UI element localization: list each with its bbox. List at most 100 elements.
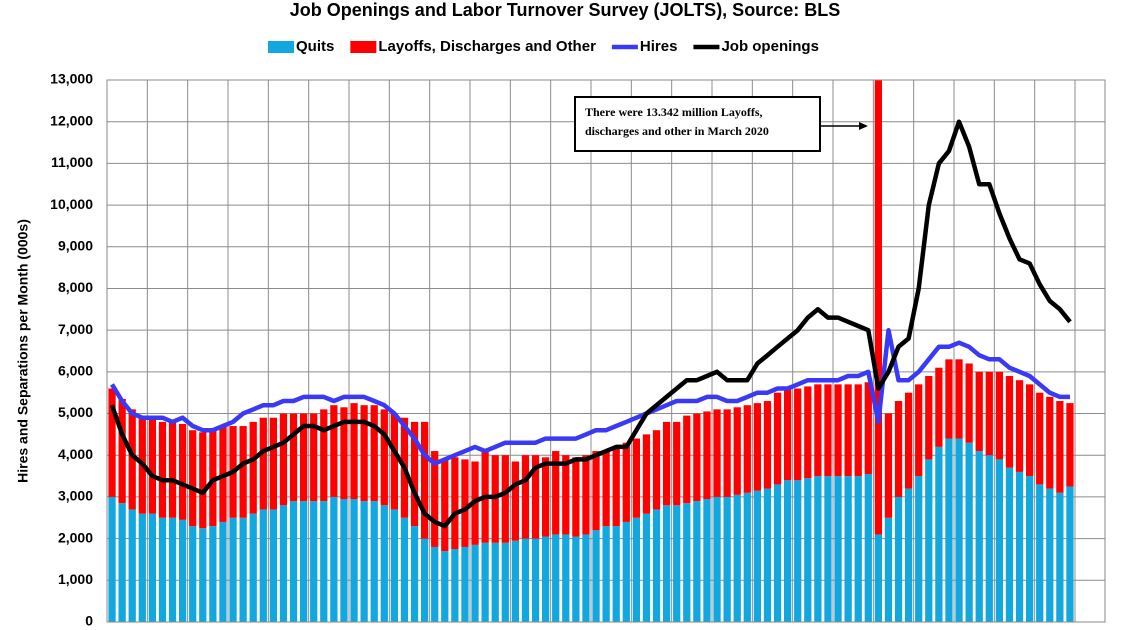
bar bbox=[1015, 380, 1024, 472]
bar bbox=[773, 392, 782, 485]
bar bbox=[249, 421, 257, 514]
bar bbox=[1066, 403, 1074, 487]
bar bbox=[804, 386, 812, 479]
bar bbox=[834, 476, 842, 622]
bar bbox=[390, 413, 399, 510]
y-tick-label: 12,000 bbox=[50, 112, 93, 128]
bar bbox=[148, 513, 157, 622]
bar bbox=[743, 405, 751, 493]
bar bbox=[935, 446, 943, 622]
bar bbox=[431, 546, 439, 622]
bar bbox=[753, 403, 762, 491]
bar bbox=[884, 413, 893, 518]
bar bbox=[572, 536, 580, 622]
bar bbox=[673, 421, 681, 506]
legend-swatch bbox=[350, 41, 377, 53]
bar bbox=[461, 546, 469, 622]
bar bbox=[249, 513, 257, 622]
bar bbox=[299, 413, 308, 502]
bar bbox=[773, 484, 782, 622]
bars bbox=[108, 80, 1074, 622]
bar bbox=[128, 409, 136, 510]
bar bbox=[289, 413, 298, 502]
bar bbox=[985, 371, 993, 456]
bar bbox=[783, 480, 792, 622]
y-tick-label: 4,000 bbox=[58, 446, 93, 462]
bar bbox=[279, 413, 288, 506]
bar bbox=[753, 490, 762, 622]
bar bbox=[350, 499, 358, 622]
y-tick-label: 6,000 bbox=[58, 363, 93, 379]
bar bbox=[733, 494, 741, 622]
bar bbox=[844, 476, 852, 622]
bar bbox=[511, 540, 520, 622]
bar bbox=[884, 517, 893, 622]
bar bbox=[592, 530, 600, 622]
bar bbox=[592, 451, 600, 531]
bar bbox=[602, 451, 610, 527]
bar bbox=[814, 384, 822, 477]
bar bbox=[834, 384, 842, 477]
bar bbox=[209, 526, 217, 622]
bar bbox=[763, 488, 772, 622]
annotation: There were 13.342 million Layoffs, disch… bbox=[574, 96, 868, 152]
bar bbox=[259, 417, 267, 510]
bar bbox=[864, 473, 872, 622]
bar bbox=[541, 536, 550, 622]
bar bbox=[965, 442, 973, 622]
bar bbox=[552, 451, 560, 535]
bar bbox=[451, 457, 459, 550]
bar bbox=[481, 542, 489, 622]
bar bbox=[723, 409, 731, 497]
bar bbox=[642, 434, 651, 514]
bar bbox=[622, 521, 630, 622]
bar bbox=[118, 503, 126, 622]
bar bbox=[521, 455, 530, 539]
bar bbox=[299, 501, 308, 622]
bar bbox=[662, 421, 671, 506]
annotation-arrowhead bbox=[859, 122, 868, 130]
bar bbox=[1046, 396, 1054, 489]
lines bbox=[109, 119, 1072, 529]
bar bbox=[330, 405, 338, 497]
bar bbox=[975, 371, 983, 452]
bar bbox=[138, 513, 146, 622]
bar bbox=[733, 407, 741, 495]
bar bbox=[874, 534, 883, 622]
y-tick-label: 8,000 bbox=[58, 279, 93, 295]
bar bbox=[1005, 376, 1014, 468]
bar bbox=[612, 526, 620, 622]
bar bbox=[683, 503, 691, 622]
bar bbox=[824, 476, 832, 622]
y-tick-label: 7,000 bbox=[58, 321, 93, 337]
bar bbox=[340, 499, 348, 622]
bar bbox=[814, 476, 822, 622]
bar bbox=[410, 421, 419, 527]
bar bbox=[894, 496, 903, 622]
bar bbox=[310, 413, 318, 502]
bar bbox=[148, 417, 157, 514]
bar bbox=[572, 457, 580, 537]
legend-label: Layoffs, Discharges and Other bbox=[378, 38, 596, 55]
bar bbox=[794, 480, 802, 622]
bar bbox=[602, 526, 610, 622]
bar bbox=[864, 382, 872, 474]
bar bbox=[461, 459, 469, 547]
bar bbox=[894, 401, 903, 497]
bar bbox=[158, 517, 167, 622]
bar bbox=[431, 451, 439, 547]
bar bbox=[441, 551, 449, 622]
bar bbox=[854, 476, 862, 622]
legend-swatch bbox=[268, 41, 294, 53]
plot-border bbox=[106, 79, 1106, 623]
bar bbox=[451, 549, 459, 622]
bar bbox=[1046, 488, 1054, 622]
chart-title: Job Openings and Labor Turnover Survey (… bbox=[290, 0, 840, 20]
y-axis-label: Hires and Separations per Month (000s) bbox=[15, 219, 31, 483]
bar bbox=[945, 359, 953, 439]
y-tick-label: 0 bbox=[85, 613, 93, 629]
bar bbox=[975, 451, 983, 622]
bar bbox=[531, 538, 540, 622]
bar bbox=[693, 501, 701, 622]
bar bbox=[239, 426, 247, 518]
